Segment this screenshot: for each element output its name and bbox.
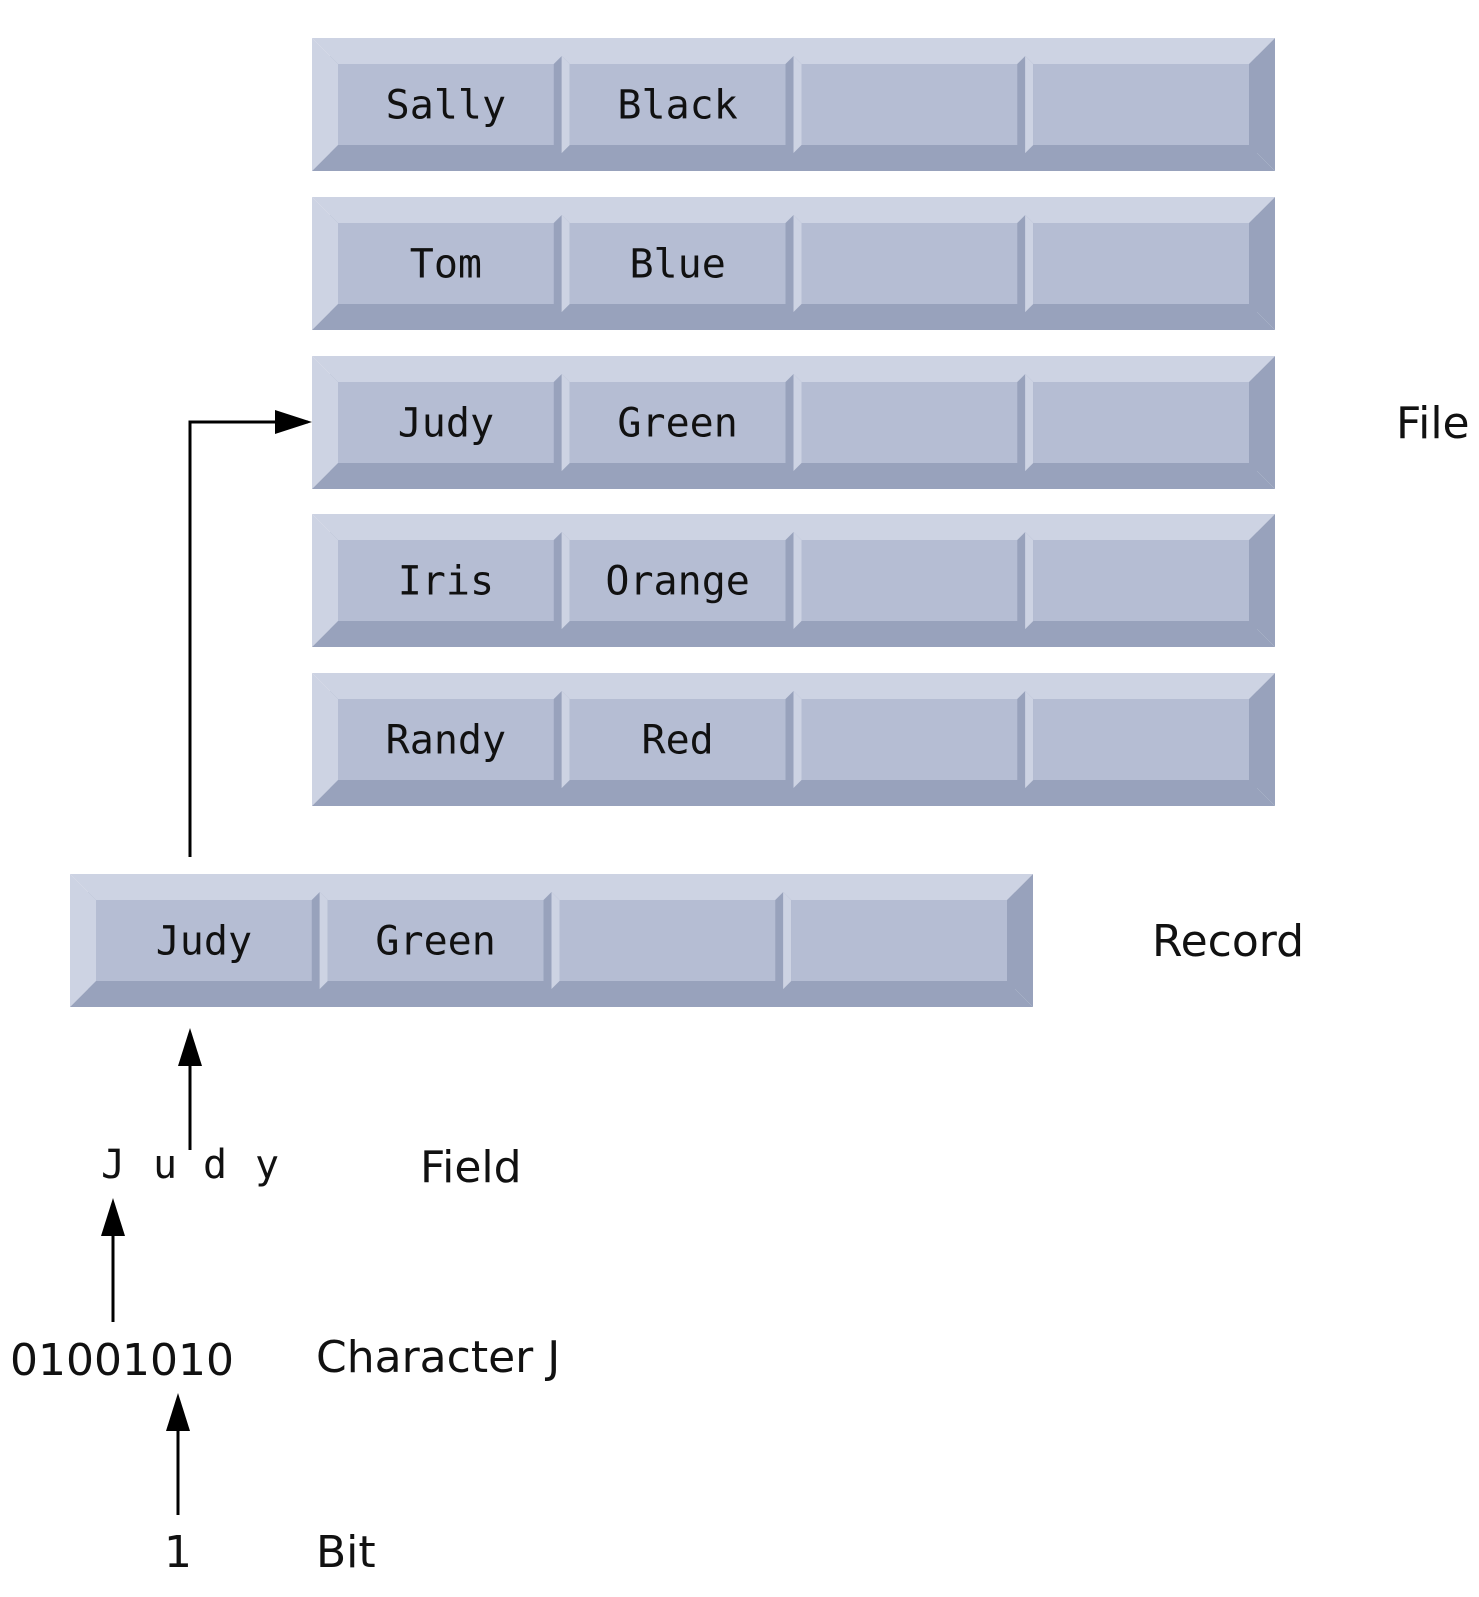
- file-record-row: Randy Red: [312, 673, 1275, 806]
- field-chars: J u d y: [101, 1142, 279, 1188]
- field-cell: [783, 892, 1015, 989]
- file-records: Sally Black Tom Blue Judy Green Iris Orange Rand…: [312, 38, 1275, 806]
- field-cell: [793, 56, 1026, 153]
- file-record-row: Tom Blue: [312, 197, 1275, 330]
- field-char: u: [153, 1142, 177, 1188]
- last-name-cell-text: Green: [617, 401, 737, 447]
- first-name-cell-text: Iris: [398, 559, 494, 605]
- last-name-cell-text: Orange: [605, 559, 750, 605]
- field-cell: Blue: [561, 215, 794, 312]
- record-to-file-arrowhead: [275, 410, 312, 434]
- bit-to-character-arrowhead: [166, 1393, 190, 1431]
- record-row: Judy Green: [70, 874, 1033, 1007]
- field-cell: Randy: [330, 691, 562, 788]
- field-cell: Judy: [88, 892, 320, 989]
- field-cell: Green: [561, 374, 794, 471]
- field-cell: Black: [561, 56, 794, 153]
- last-name-cell-text: Green: [375, 919, 495, 965]
- field-cell: Judy: [330, 374, 562, 471]
- first-name-cell-text: Tom: [410, 242, 482, 288]
- field-cell: Iris: [330, 532, 562, 629]
- first-name-cell-text: Randy: [386, 718, 506, 764]
- field-cell: [793, 691, 1026, 788]
- field-cell: [793, 215, 1026, 312]
- field-cell: [793, 374, 1026, 471]
- field-cell: [1025, 374, 1257, 471]
- character-to-field-arrowhead: [101, 1198, 125, 1236]
- field-cell: [1025, 56, 1257, 153]
- character-label: Character J: [316, 1332, 560, 1383]
- last-name-cell-text: Red: [642, 718, 714, 764]
- field-char: J: [101, 1142, 125, 1188]
- field-char: y: [255, 1142, 279, 1188]
- file-label: File: [1396, 398, 1470, 449]
- character-bits: 01001010: [10, 1335, 234, 1386]
- first-name-cell-text: Judy: [398, 401, 494, 447]
- bit-label: Bit: [316, 1527, 376, 1578]
- record-label: Record: [1152, 916, 1304, 967]
- field-cell: Green: [319, 892, 552, 989]
- record-to-file-arrow: [188, 420, 308, 857]
- field-cell: Orange: [561, 532, 794, 629]
- last-name-cell-text: Black: [617, 83, 737, 129]
- field-cell: Tom: [330, 215, 562, 312]
- first-name-cell-text: Sally: [386, 83, 506, 129]
- field-cell: [793, 532, 1026, 629]
- file-record-row: Sally Black: [312, 38, 1275, 171]
- record-detail-row: Judy Green: [70, 874, 1033, 1007]
- arrows: [101, 410, 312, 1515]
- field-cell: [1025, 215, 1257, 312]
- first-name-cell-text: Judy: [156, 919, 252, 965]
- field-cell: [1025, 691, 1257, 788]
- file-record-row: Iris Orange: [312, 514, 1275, 647]
- field-cell: Sally: [330, 56, 562, 153]
- field-cell: Red: [561, 691, 794, 788]
- field-label: Field: [420, 1142, 522, 1193]
- file-record-row: Judy Green: [312, 356, 1275, 489]
- field-cell: [551, 892, 784, 989]
- bit-value: 1: [164, 1527, 192, 1578]
- field-cell: [1025, 532, 1257, 629]
- field-char: d: [203, 1142, 227, 1188]
- last-name-cell-text: Blue: [629, 242, 725, 288]
- field-to-record-arrowhead: [178, 1028, 202, 1066]
